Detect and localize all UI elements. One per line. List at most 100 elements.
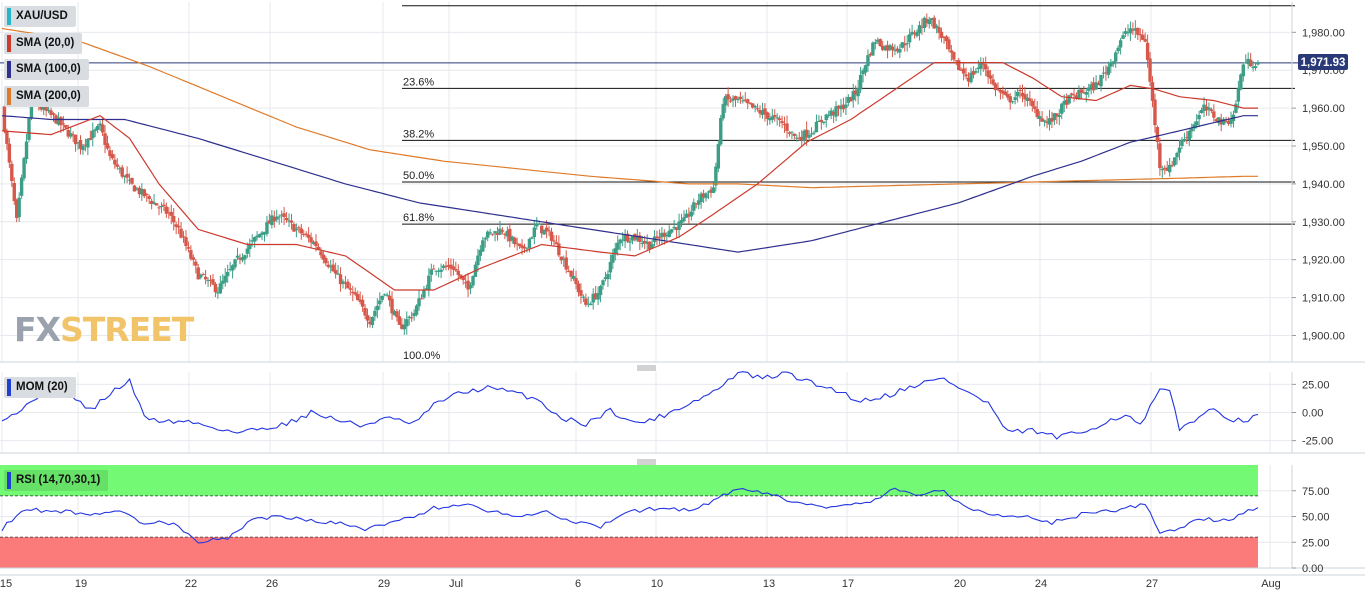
candle-body — [699, 193, 703, 203]
legend-rsi[interactable]: RSI (14,70,30,1) — [4, 470, 109, 491]
candle-body — [733, 96, 738, 100]
candle-body — [535, 224, 539, 227]
candle-body — [817, 120, 821, 122]
x-tick-label: 6 — [575, 578, 581, 590]
candle-body — [429, 269, 433, 275]
candle-body — [1256, 62, 1260, 65]
candle-body — [701, 193, 706, 198]
legend-sma20[interactable]: SMA (20,0) — [4, 33, 83, 54]
candle-body — [456, 270, 460, 276]
candle-body — [71, 134, 75, 136]
legend-sma100[interactable]: SMA (100,0) — [4, 59, 89, 80]
legend-sma200[interactable]: SMA (200,0) — [4, 86, 89, 107]
candle-body — [225, 271, 230, 277]
candle-body — [836, 105, 841, 109]
candle-body — [1209, 109, 1214, 111]
candle-body — [760, 110, 765, 115]
candle-body — [277, 216, 281, 218]
candle-body — [566, 270, 571, 272]
candle-body — [802, 130, 806, 141]
candle-body — [1060, 103, 1064, 114]
last-price-value: 1,971.93 — [1301, 57, 1346, 69]
candle-body — [1057, 115, 1061, 117]
candle-body — [694, 203, 698, 205]
candle-body — [1013, 97, 1017, 101]
candle-body — [576, 283, 581, 293]
candle-body — [1030, 100, 1035, 107]
candle-body — [169, 211, 173, 216]
candle-body — [986, 70, 990, 77]
candle-body — [885, 45, 890, 51]
candle-body — [856, 88, 860, 97]
candle-body — [1141, 34, 1145, 40]
legend-symbol[interactable]: XAU/USD — [4, 6, 76, 27]
candle-body — [530, 237, 534, 239]
candle-body — [490, 233, 495, 235]
candle-body — [596, 292, 600, 300]
candle-body — [7, 143, 12, 163]
candle-body — [569, 270, 573, 277]
candle-body — [56, 117, 61, 125]
pane-dividers[interactable] — [637, 365, 656, 465]
candle-body — [804, 129, 809, 138]
candle-body — [333, 270, 338, 274]
candle-body — [1155, 127, 1160, 143]
candle-body — [358, 299, 362, 302]
candle-body — [655, 236, 659, 239]
candle-body — [284, 217, 289, 221]
candle-body — [135, 188, 139, 190]
candle-body — [763, 108, 767, 115]
candle-body — [559, 256, 564, 261]
candle-body — [1047, 118, 1052, 125]
candle-body — [380, 295, 384, 300]
candle-body — [1035, 109, 1039, 118]
candle-body — [304, 233, 308, 236]
candle-body — [647, 241, 652, 250]
candle-body — [463, 282, 468, 284]
candle-body — [221, 280, 225, 284]
candle-body — [905, 43, 909, 45]
candle-body — [1175, 152, 1179, 158]
legend-momentum[interactable]: MOM (20) — [4, 377, 76, 398]
candle-body — [1101, 72, 1106, 74]
candle-body — [878, 39, 882, 46]
candle-body — [309, 237, 313, 243]
candle-body — [984, 64, 988, 70]
candle-body — [1077, 89, 1081, 100]
candle-body — [19, 177, 24, 196]
candle-body — [1037, 116, 1042, 120]
candle-body — [441, 265, 446, 268]
candle-body — [1074, 95, 1079, 99]
candle-body — [336, 273, 340, 275]
candle-body — [120, 167, 124, 177]
candle-body — [1072, 94, 1076, 96]
candle-body — [917, 25, 922, 34]
candle-body — [785, 123, 789, 131]
candle-body — [51, 113, 56, 115]
candle-body — [154, 203, 159, 206]
candle-body — [714, 166, 718, 186]
candle-body — [1138, 34, 1142, 36]
candle-body — [1111, 61, 1115, 65]
candle-body — [1253, 66, 1258, 69]
candle-body — [508, 228, 512, 242]
candle-body — [684, 213, 689, 218]
candle-body — [618, 239, 622, 244]
candle-body — [405, 319, 409, 327]
candle-body — [643, 240, 647, 244]
candle-body — [341, 281, 345, 284]
candle-body — [966, 77, 971, 82]
candle-body — [932, 17, 936, 29]
candle-body — [1018, 89, 1022, 91]
candle-body — [454, 268, 458, 271]
candle-body — [998, 89, 1003, 93]
candle-body — [10, 163, 14, 182]
sma100-line — [1, 115, 1258, 253]
candle-body — [1251, 66, 1255, 69]
candle-body — [162, 204, 166, 207]
candle-body — [770, 116, 774, 120]
candle-body — [1023, 94, 1027, 100]
candle-body — [2, 106, 7, 132]
candle-body — [414, 305, 419, 315]
rsi-overbought-band — [0, 465, 1258, 496]
